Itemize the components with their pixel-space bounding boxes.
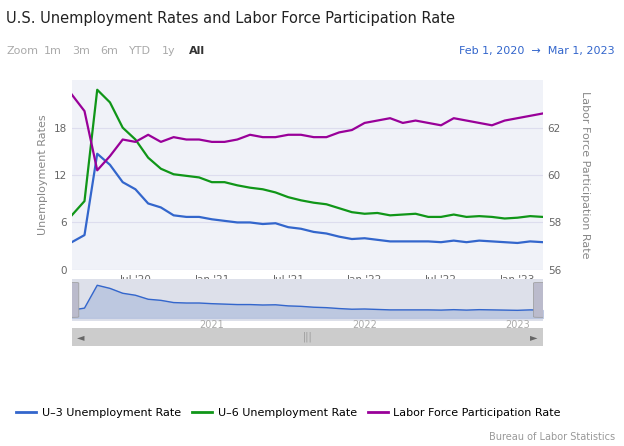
Text: ◄: ◄ bbox=[77, 332, 85, 342]
Text: YTD: YTD bbox=[129, 46, 152, 56]
Y-axis label: Unemployment Rates: Unemployment Rates bbox=[38, 115, 48, 235]
Text: Zoom: Zoom bbox=[6, 46, 38, 56]
Text: All: All bbox=[188, 46, 205, 56]
Text: Feb 1, 2020  →  Mar 1, 2023: Feb 1, 2020 → Mar 1, 2023 bbox=[459, 46, 615, 56]
Text: |||: ||| bbox=[303, 331, 312, 342]
Text: 1y: 1y bbox=[162, 46, 175, 56]
Text: 1m: 1m bbox=[44, 46, 62, 56]
FancyBboxPatch shape bbox=[62, 283, 79, 317]
Text: Bureau of Labor Statistics: Bureau of Labor Statistics bbox=[489, 432, 615, 442]
FancyBboxPatch shape bbox=[534, 283, 550, 317]
Text: ►: ► bbox=[530, 332, 537, 342]
Y-axis label: Labor Force Participation Rate: Labor Force Participation Rate bbox=[580, 91, 590, 259]
Text: 2022: 2022 bbox=[352, 321, 377, 330]
Text: 2023: 2023 bbox=[505, 321, 530, 330]
Legend: U–3 Unemployment Rate, U–6 Unemployment Rate, Labor Force Participation Rate: U–3 Unemployment Rate, U–6 Unemployment … bbox=[12, 404, 565, 423]
Text: 6m: 6m bbox=[100, 46, 118, 56]
Text: 2021: 2021 bbox=[200, 321, 224, 330]
Text: 3m: 3m bbox=[72, 46, 90, 56]
Text: U.S. Unemployment Rates and Labor Force Participation Rate: U.S. Unemployment Rates and Labor Force … bbox=[6, 11, 456, 26]
